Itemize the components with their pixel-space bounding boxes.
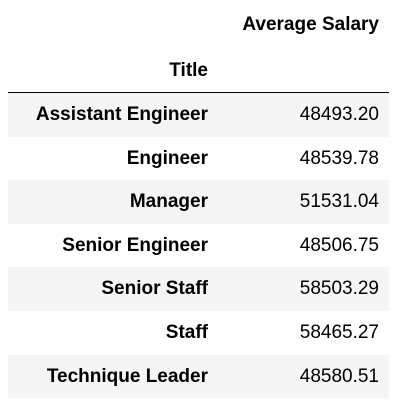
row-label: Manager: [129, 191, 208, 213]
table-row: Engineer 48539.78: [8, 136, 389, 181]
header-index-blank: [8, 0, 218, 50]
table-row: Assistant Engineer 48493.20: [8, 92, 389, 137]
row-label: Senior Staff: [101, 278, 208, 300]
header-index-name-blank: [218, 50, 389, 93]
row-value: 58503.29: [299, 278, 379, 300]
table-row: Technique Leader 48580.51: [8, 354, 389, 399]
row-value: 48493.20: [299, 104, 379, 125]
header-row-columns: Average Salary: [8, 0, 389, 50]
row-label: Engineer: [126, 147, 208, 169]
row-label: Technique Leader: [46, 365, 208, 387]
table-header: Average Salary Title: [8, 0, 389, 93]
row-label: Staff: [165, 321, 208, 343]
row-value: 48580.51: [299, 365, 379, 387]
row-label: Assistant Engineer: [35, 104, 208, 125]
row-value: 51531.04: [299, 191, 379, 213]
table-row: Manager 51531.04: [8, 180, 389, 224]
column-header-average-salary: Average Salary: [218, 0, 389, 50]
salary-table: Average Salary Title Assistant Engineer …: [8, 0, 389, 399]
row-value: 48506.75: [299, 234, 379, 256]
table-row: Staff 58465.27: [8, 310, 389, 355]
row-value: 48539.78: [299, 147, 379, 169]
table-row: Senior Engineer 48506.75: [8, 223, 389, 268]
table-body: Assistant Engineer 48493.20 Engineer 485…: [8, 92, 389, 399]
table-row: Senior Staff 58503.29: [8, 267, 389, 311]
row-value: 58465.27: [299, 321, 379, 343]
row-label: Senior Engineer: [62, 234, 208, 256]
index-name-title: Title: [8, 50, 218, 93]
header-row-index-name: Title: [8, 50, 389, 93]
